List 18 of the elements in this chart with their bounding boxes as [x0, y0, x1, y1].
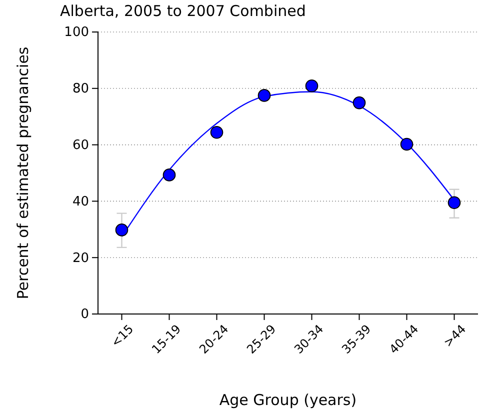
y-tick-label: 40 — [72, 194, 89, 210]
y-tick-label: 80 — [72, 82, 89, 97]
y-tick-label: 60 — [72, 138, 89, 153]
point — [258, 89, 271, 102]
point — [400, 138, 414, 151]
point — [448, 196, 461, 210]
y-tick-label: 100 — [64, 25, 89, 40]
x-axis-title: Age Group (years) — [219, 391, 357, 409]
x-tick-label: <15 — [108, 322, 136, 350]
y-tick-label: 20 — [72, 250, 89, 266]
point — [305, 79, 318, 92]
chart-title: Alberta, 2005 to 2007 Combined — [60, 2, 306, 20]
point — [352, 96, 366, 110]
y-tick-label: 0 — [80, 307, 89, 322]
y-axis-title: Percent of estimated pregnancies — [14, 46, 32, 300]
point — [115, 224, 128, 236]
point — [162, 168, 176, 182]
point — [210, 126, 224, 139]
